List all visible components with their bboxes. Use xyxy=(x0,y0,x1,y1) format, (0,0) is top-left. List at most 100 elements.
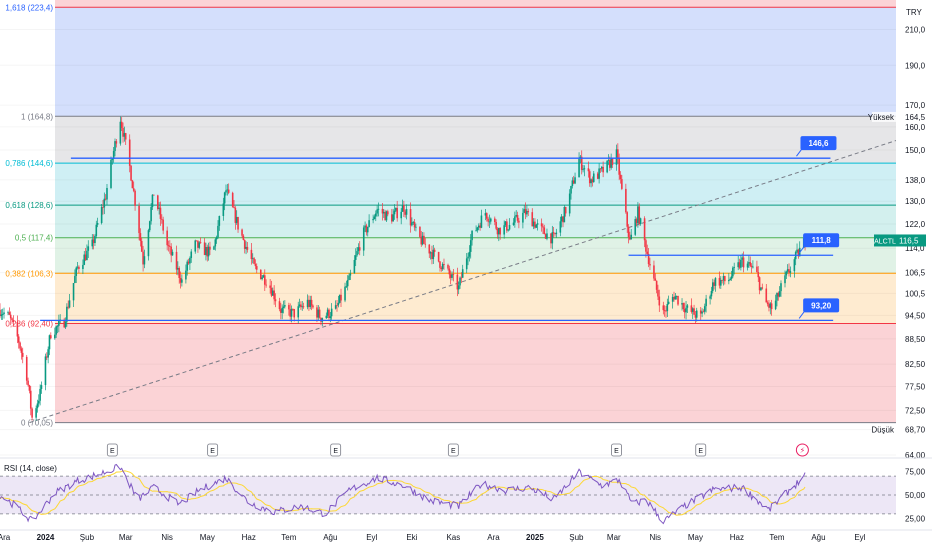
candle[interactable] xyxy=(223,192,226,204)
candle[interactable] xyxy=(540,223,543,227)
candle[interactable] xyxy=(429,252,432,254)
candle[interactable] xyxy=(709,296,711,299)
candle[interactable] xyxy=(524,209,527,215)
candle[interactable] xyxy=(627,226,630,238)
candle[interactable] xyxy=(662,305,665,311)
candle[interactable] xyxy=(686,305,689,308)
candle[interactable] xyxy=(629,237,631,240)
candle[interactable] xyxy=(143,256,146,265)
candle[interactable] xyxy=(95,224,98,236)
candle[interactable] xyxy=(730,276,733,279)
candle[interactable] xyxy=(769,303,772,308)
candle[interactable] xyxy=(139,233,142,241)
candle[interactable] xyxy=(310,299,313,306)
candle[interactable] xyxy=(691,308,694,312)
candle[interactable] xyxy=(710,291,713,297)
candle[interactable] xyxy=(758,277,761,291)
candle[interactable] xyxy=(50,335,52,339)
candle[interactable] xyxy=(344,286,346,301)
candle[interactable] xyxy=(11,318,13,321)
candle[interactable] xyxy=(777,292,780,297)
candle[interactable] xyxy=(421,235,424,245)
candle[interactable] xyxy=(100,207,103,224)
candle[interactable] xyxy=(793,259,796,272)
candle[interactable] xyxy=(441,264,444,270)
candle[interactable] xyxy=(699,310,702,314)
candle[interactable] xyxy=(728,279,730,282)
candle[interactable] xyxy=(625,188,627,213)
candle[interactable] xyxy=(320,317,322,322)
candle[interactable] xyxy=(619,174,622,180)
candle[interactable] xyxy=(37,400,40,404)
candle[interactable] xyxy=(562,216,564,223)
candle[interactable] xyxy=(140,240,143,252)
candle[interactable] xyxy=(789,271,792,273)
candle[interactable] xyxy=(645,240,647,252)
candle[interactable] xyxy=(534,221,536,228)
candle[interactable] xyxy=(749,262,752,266)
candle[interactable] xyxy=(377,208,380,210)
candle[interactable] xyxy=(227,189,230,193)
candle[interactable] xyxy=(592,173,595,183)
candle[interactable] xyxy=(300,304,302,308)
candle[interactable] xyxy=(269,285,271,288)
candle[interactable] xyxy=(115,141,118,144)
candle[interactable] xyxy=(393,210,396,215)
candle[interactable] xyxy=(682,303,685,310)
candle[interactable] xyxy=(784,275,786,284)
candle[interactable] xyxy=(218,215,221,226)
candle[interactable] xyxy=(326,309,329,316)
candle[interactable] xyxy=(87,246,90,251)
candle[interactable] xyxy=(653,265,655,279)
candle[interactable] xyxy=(780,283,782,292)
candle[interactable] xyxy=(203,242,206,256)
candle[interactable] xyxy=(785,271,788,276)
candle[interactable] xyxy=(186,261,189,271)
candle[interactable] xyxy=(391,214,393,222)
candle[interactable] xyxy=(75,267,78,276)
candle[interactable] xyxy=(362,227,365,251)
candle[interactable] xyxy=(185,270,187,280)
candle[interactable] xyxy=(384,211,386,221)
candle[interactable] xyxy=(262,275,265,278)
candle[interactable] xyxy=(54,334,56,339)
candle[interactable] xyxy=(74,275,76,283)
candle[interactable] xyxy=(738,262,741,268)
candle[interactable] xyxy=(626,212,628,227)
candle[interactable] xyxy=(29,390,32,409)
candle[interactable] xyxy=(138,205,140,234)
candle[interactable] xyxy=(471,230,473,241)
candle[interactable] xyxy=(518,220,520,223)
candle[interactable] xyxy=(166,230,168,246)
candle[interactable] xyxy=(8,312,11,315)
candle[interactable] xyxy=(440,267,443,270)
candle[interactable] xyxy=(289,309,291,317)
candle[interactable] xyxy=(508,225,511,230)
earnings-marker[interactable] xyxy=(611,443,622,457)
candle[interactable] xyxy=(48,335,51,350)
candle[interactable] xyxy=(459,277,461,286)
candle[interactable] xyxy=(544,234,547,239)
candle[interactable] xyxy=(646,251,649,254)
candle[interactable] xyxy=(368,220,370,227)
candle[interactable] xyxy=(270,287,273,296)
candle[interactable] xyxy=(1,314,4,315)
candle[interactable] xyxy=(86,250,88,261)
candle[interactable] xyxy=(766,302,769,305)
candle[interactable] xyxy=(522,212,524,223)
candle[interactable] xyxy=(737,262,739,268)
candle[interactable] xyxy=(512,222,515,226)
candle[interactable] xyxy=(395,207,397,211)
candle[interactable] xyxy=(611,158,614,165)
candle[interactable] xyxy=(663,310,666,311)
candle[interactable] xyxy=(475,230,477,232)
candle[interactable] xyxy=(288,305,290,310)
candle[interactable] xyxy=(142,251,144,265)
candle[interactable] xyxy=(433,249,436,252)
candle[interactable] xyxy=(396,207,398,219)
candle[interactable] xyxy=(431,252,433,260)
candle[interactable] xyxy=(157,195,159,209)
candle[interactable] xyxy=(457,285,460,290)
candle[interactable] xyxy=(162,219,164,231)
candle[interactable] xyxy=(609,160,611,168)
